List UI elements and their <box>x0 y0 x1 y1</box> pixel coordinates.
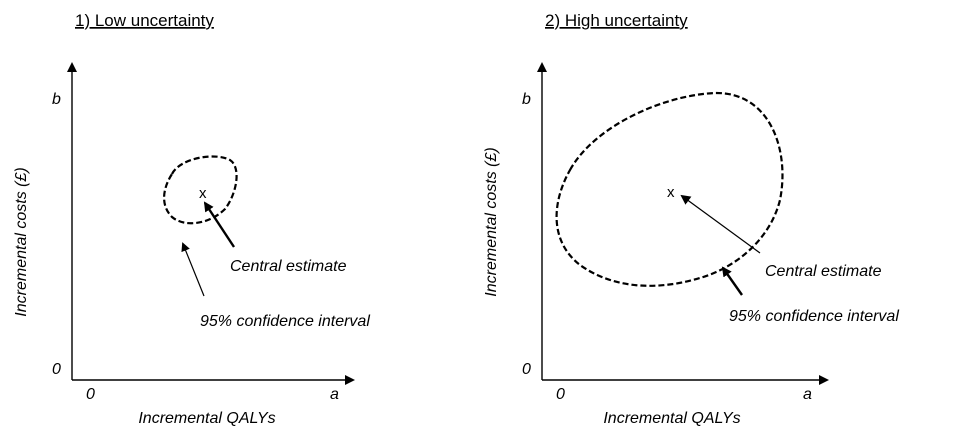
y-axis-label: Incremental costs (£) <box>13 167 30 316</box>
y-top-label: b <box>522 91 531 108</box>
x-axis-label: Incremental QALYs <box>138 410 275 427</box>
y-axis-label: Incremental costs (£) <box>483 147 500 296</box>
x-origin-label: 0 <box>556 386 565 403</box>
central-estimate-arrow <box>203 201 236 248</box>
central-estimate-marker: x <box>199 185 207 202</box>
y-origin-label: 0 <box>52 361 61 378</box>
y-origin-label: 0 <box>522 361 531 378</box>
x-end-label: a <box>803 386 812 403</box>
panel-title: 2) High uncertainty <box>545 11 688 30</box>
x-axis-label: Incremental QALYs <box>603 410 740 427</box>
x-origin-label: 0 <box>86 386 95 403</box>
confidence-ellipse <box>163 155 238 225</box>
x-end-label: a <box>330 386 339 403</box>
confidence-ellipse <box>555 91 784 287</box>
central-estimate-arrow <box>680 194 761 254</box>
ci-arrow <box>181 242 205 297</box>
central-estimate-label: Central estimate <box>765 263 882 280</box>
panel-low-uncertainty: 1) Low uncertainty Incremental costs (£)… <box>13 11 370 427</box>
central-estimate-marker: x <box>667 184 675 201</box>
panel-title: 1) Low uncertainty <box>75 11 214 30</box>
central-estimate-label: Central estimate <box>230 258 347 275</box>
ci-label: 95% confidence interval <box>200 313 370 330</box>
ci-arrow <box>721 266 743 296</box>
y-top-label: b <box>52 91 61 108</box>
panel-high-uncertainty: 2) High uncertainty Incremental costs (£… <box>483 11 899 427</box>
ci-label: 95% confidence interval <box>729 308 899 325</box>
